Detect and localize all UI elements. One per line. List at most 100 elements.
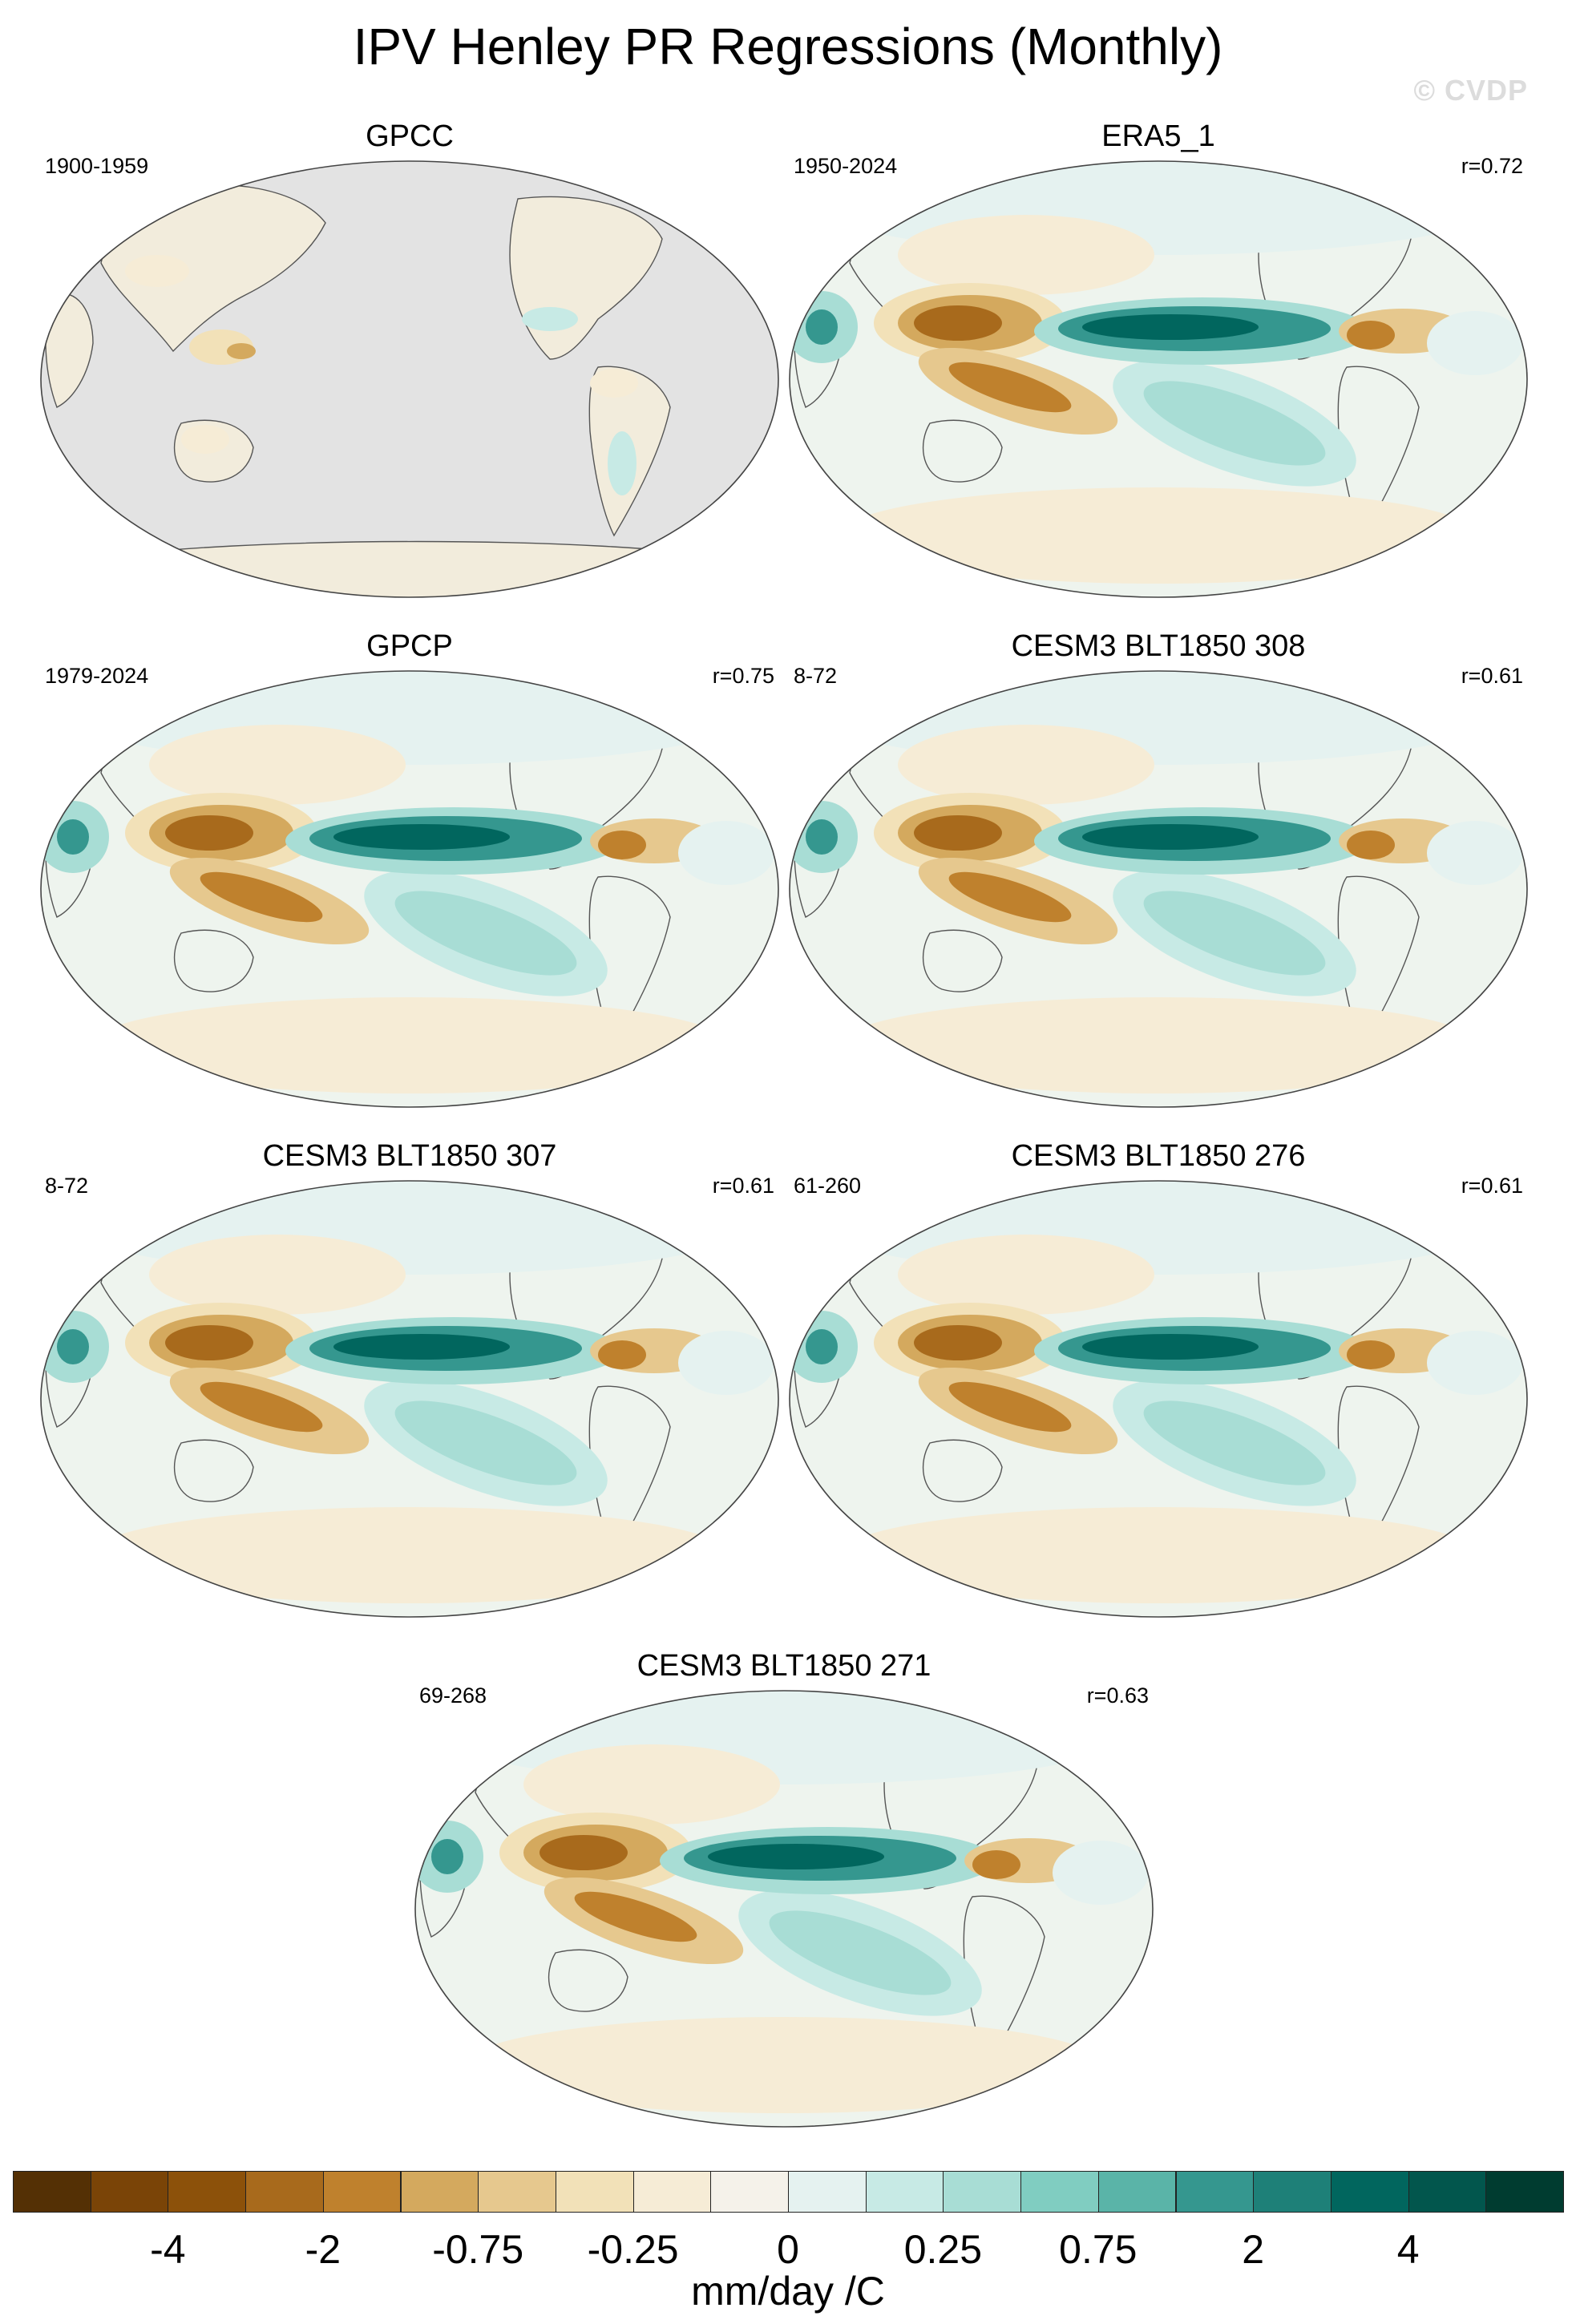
panel-title: CESM3 BLT1850 276: [1011, 1139, 1306, 1173]
south-pacific-wet-core: [769, 1910, 952, 1995]
colorbar-tick-label: 0: [777, 2227, 799, 2272]
north-pacific-dry: [149, 725, 406, 805]
panel-correlation: r=0.61: [1461, 1174, 1523, 1198]
panel-period: 1950-2024: [794, 154, 898, 178]
colorbar-tick-label: -0.25: [587, 2227, 679, 2272]
north-pacific-dry: [149, 1235, 406, 1315]
indian-ocean-wet-core: [431, 1839, 463, 1874]
amazon-dry-core: [1347, 1340, 1395, 1369]
asia-dry-anomaly: [125, 255, 189, 287]
colorbar-swatch: [478, 2171, 556, 2213]
colorbar-swatch: [13, 2171, 91, 2213]
colorbar-tick-label: 2: [1242, 2227, 1265, 2272]
colorbar-swatch: [1253, 2171, 1332, 2213]
map-panel: CESM3 BLT1850 271 69-268 r=0.63: [411, 1648, 1157, 2129]
equatorial-pacific-wet-core: [333, 1334, 510, 1360]
panel-title: GPCP: [366, 629, 453, 663]
colorbar-tick-label: 0.25: [903, 2227, 983, 2272]
colorbar-swatch: [400, 2171, 479, 2213]
colorbar-units-label: mm/day /C: [691, 2269, 885, 2314]
equatorial-pacific-wet-core: [1082, 1334, 1259, 1360]
map-frame: [414, 1690, 1154, 2128]
colorbar-swatch: [1485, 2171, 1564, 2213]
precip-regression-map: [789, 1180, 1528, 1618]
panel-title: GPCC: [366, 119, 454, 153]
australia-landmass: [173, 1439, 254, 1502]
north-pacific-dry: [523, 1744, 780, 1825]
amazon-dry-core: [1347, 321, 1395, 350]
north-pacific-dry: [898, 215, 1154, 295]
colorbar-swatch: [1175, 2171, 1255, 2213]
panel-correlation: r=0.75: [712, 664, 774, 688]
southern-ocean-dry: [838, 487, 1479, 584]
colorbar-tick-label: -2: [305, 2227, 341, 2272]
panel-correlation: r=0.72: [1461, 154, 1523, 178]
panel-period: 1979-2024: [45, 664, 149, 688]
southern-ocean-dry: [463, 2017, 1105, 2113]
west-pacific-dry-core: [914, 1325, 1002, 1360]
map-frame: [40, 670, 779, 1108]
spcz-dry-core: [948, 1381, 1072, 1433]
panel-correlation: r=0.63: [1086, 1683, 1149, 1708]
equatorial-pacific-wet-core: [333, 824, 510, 850]
amazon-dry-core: [1347, 831, 1395, 859]
colorbar-swatch: [943, 2171, 1022, 2213]
map-panel: ERA5_1 1950-2024 r=0.72: [786, 119, 1531, 600]
colorbar-swatch: [322, 2171, 402, 2213]
indian-ocean-wet-core: [57, 819, 89, 855]
tropical-atlantic-wet: [1053, 1841, 1149, 1905]
map-panel: CESM3 BLT1850 307 8-72 r=0.61: [37, 1138, 782, 1619]
precip-regression-map: [40, 1180, 779, 1618]
map-panel: CESM3 BLT1850 308 8-72 r=0.61: [786, 628, 1531, 1109]
spcz-dry-core: [200, 1381, 323, 1433]
antarctica-landmass: [84, 540, 743, 597]
colorbar-swatch: [1408, 2171, 1487, 2213]
spcz-dry-core: [948, 362, 1072, 413]
panel-title: CESM3 BLT1850 308: [1011, 629, 1306, 663]
panel-period: 69-268: [419, 1683, 487, 1708]
south-pacific-wet-core: [1143, 891, 1326, 976]
amazon-dry-core: [598, 1340, 646, 1369]
colorbar-tick-label: -0.75: [432, 2227, 524, 2272]
panel-period: 61-260: [794, 1174, 862, 1198]
south-pacific-wet-core: [394, 1400, 577, 1485]
australia-landmass: [922, 1439, 1003, 1502]
panel-title: CESM3 BLT1850 307: [262, 1139, 557, 1173]
southern-ocean-dry: [838, 1507, 1479, 1603]
equatorial-pacific-wet-core: [1082, 314, 1259, 340]
colorbar-swatch: [245, 2171, 324, 2213]
tropical-atlantic-wet: [678, 1331, 774, 1395]
west-pacific-dry-core: [539, 1835, 628, 1870]
map-panel: GPCC 1900-1959: [37, 119, 782, 600]
amazon-dry-core: [972, 1850, 1020, 1879]
precip-regression-map: [40, 670, 779, 1108]
colorbar-swatch: [788, 2171, 867, 2213]
colorbar-swatch: [90, 2171, 169, 2213]
colorbar-tick-label: 0.75: [1059, 2227, 1138, 2272]
indian-ocean-wet-core: [57, 1329, 89, 1364]
west-pacific-dry-core: [165, 815, 253, 851]
map-panel: CESM3 BLT1850 276 61-260 r=0.61: [786, 1138, 1531, 1619]
australia-landmass: [922, 929, 1003, 992]
tropical-atlantic-wet: [1427, 821, 1523, 885]
southern-ocean-dry: [838, 997, 1479, 1093]
map-frame: [40, 160, 779, 598]
equatorial-pacific-wet-core: [708, 1844, 884, 1869]
southern-ocean-dry: [89, 1507, 730, 1603]
west-pacific-dry-core: [914, 305, 1002, 341]
amazon-dry-core: [598, 831, 646, 859]
panel-period: 8-72: [794, 664, 838, 688]
precip-regression-map: [789, 670, 1528, 1108]
spcz-dry-core: [200, 871, 323, 923]
equatorial-pacific-wet-core: [1082, 824, 1259, 850]
south-pacific-wet-core: [1143, 1400, 1326, 1485]
south-america-wet-anomaly: [608, 431, 636, 495]
maritime-continent-dry-core: [227, 343, 256, 359]
colorbar-tick-label: -4: [150, 2227, 186, 2272]
west-pacific-dry-core: [165, 1325, 253, 1360]
indian-ocean-wet-core: [806, 309, 838, 345]
precip-regression-map: [40, 160, 779, 598]
south-pacific-wet-core: [394, 891, 577, 976]
indian-ocean-wet-core: [806, 1329, 838, 1364]
tropical-atlantic-wet: [1427, 1331, 1523, 1395]
